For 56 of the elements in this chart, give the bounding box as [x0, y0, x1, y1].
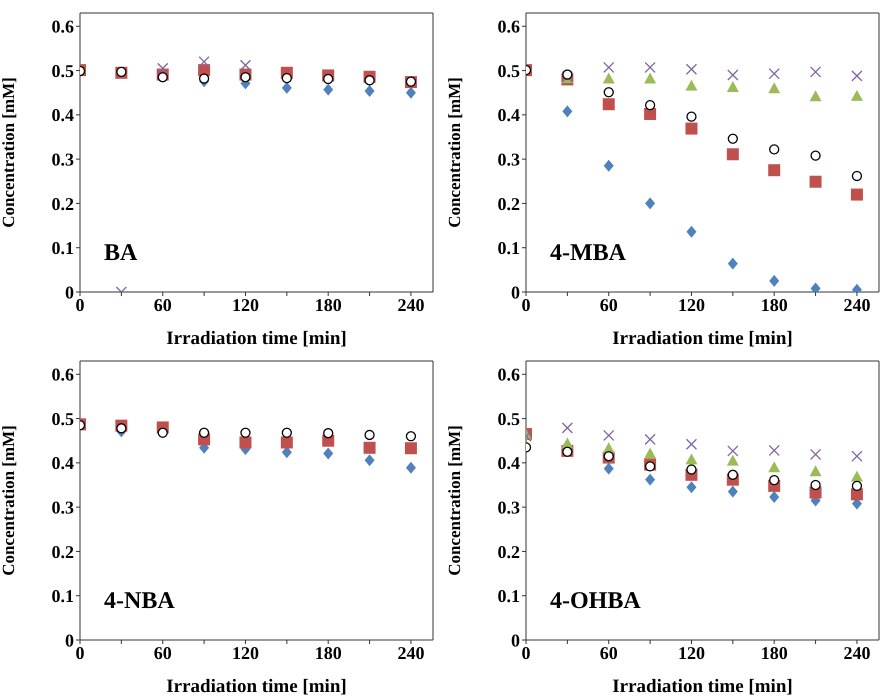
y-tick-label: 0	[511, 282, 520, 302]
x-tick-label: 120	[678, 294, 705, 315]
y-tick-label: 0.5	[498, 60, 520, 81]
x-axis-title: Irradiation time [min]	[612, 676, 793, 696]
y-tick-label: 0.2	[52, 542, 74, 562]
y-tick-label: 0.3	[498, 498, 520, 518]
x-tick-label: 60	[600, 294, 618, 315]
y-tick-label: 0.6	[498, 16, 520, 37]
y-tick-label: 0.4	[52, 105, 74, 126]
y-tick-label: 0.3	[52, 150, 74, 170]
y-tick-label: 0.3	[498, 150, 520, 170]
x-tick-label: 180	[314, 294, 342, 315]
y-tick-label: 0	[511, 630, 520, 650]
y-tick-label: 0.5	[52, 60, 74, 81]
x-axis-title: Irradiation time [min]	[166, 328, 347, 349]
annotation: 4-NBA	[104, 588, 175, 615]
y-tick-label: 0.5	[498, 408, 520, 429]
annotation: 4-OHBA	[550, 588, 641, 615]
x-axis-title: Irradiation time [min]	[166, 676, 347, 696]
y-tick-label: 0.6	[52, 364, 74, 385]
x-axis-title: Irradiation time [min]	[612, 328, 793, 349]
annotation: 4-MBA	[550, 240, 626, 267]
y-tick-label: 0.1	[52, 586, 74, 606]
x-tick-label: 180	[760, 642, 788, 663]
y-axis-title: Concentration [mM]	[445, 425, 464, 576]
y-tick-label: 0.1	[498, 586, 520, 606]
y-tick-label: 0	[65, 282, 74, 302]
y-tick-label: 0.2	[52, 194, 74, 214]
y-axis-title: Concentration [mM]	[0, 77, 18, 228]
y-tick-label: 0.1	[52, 238, 74, 258]
y-tick-label: 0.5	[52, 408, 74, 429]
y-axis-title: Concentration [mM]	[445, 77, 464, 228]
y-axis-title: Concentration [mM]	[0, 425, 18, 576]
x-tick-label: 240	[843, 642, 870, 663]
x-tick-label: 60	[600, 642, 618, 663]
y-tick-label: 0	[65, 630, 74, 650]
x-tick-label: 120	[232, 294, 259, 315]
y-tick-label: 0.6	[52, 16, 74, 37]
x-tick-label: 60	[154, 294, 172, 315]
y-tick-label: 0.2	[498, 542, 520, 562]
x-tick-label: 240	[843, 294, 870, 315]
y-tick-label: 0.1	[498, 238, 520, 258]
x-tick-label: 180	[760, 294, 788, 315]
y-tick-label: 0.4	[52, 453, 74, 474]
y-tick-label: 0.6	[498, 364, 520, 385]
x-tick-label: 120	[678, 642, 705, 663]
y-tick-label: 0.4	[498, 453, 520, 474]
x-tick-label: 60	[154, 642, 172, 663]
y-tick-label: 0.2	[498, 194, 520, 214]
x-tick-label: 120	[232, 642, 259, 663]
x-tick-label: 240	[397, 642, 424, 663]
y-tick-label: 0.4	[498, 105, 520, 126]
x-tick-label: 180	[314, 642, 342, 663]
y-tick-label: 0.3	[52, 498, 74, 518]
x-tick-label: 240	[397, 294, 424, 315]
annotation: BA	[104, 240, 138, 267]
